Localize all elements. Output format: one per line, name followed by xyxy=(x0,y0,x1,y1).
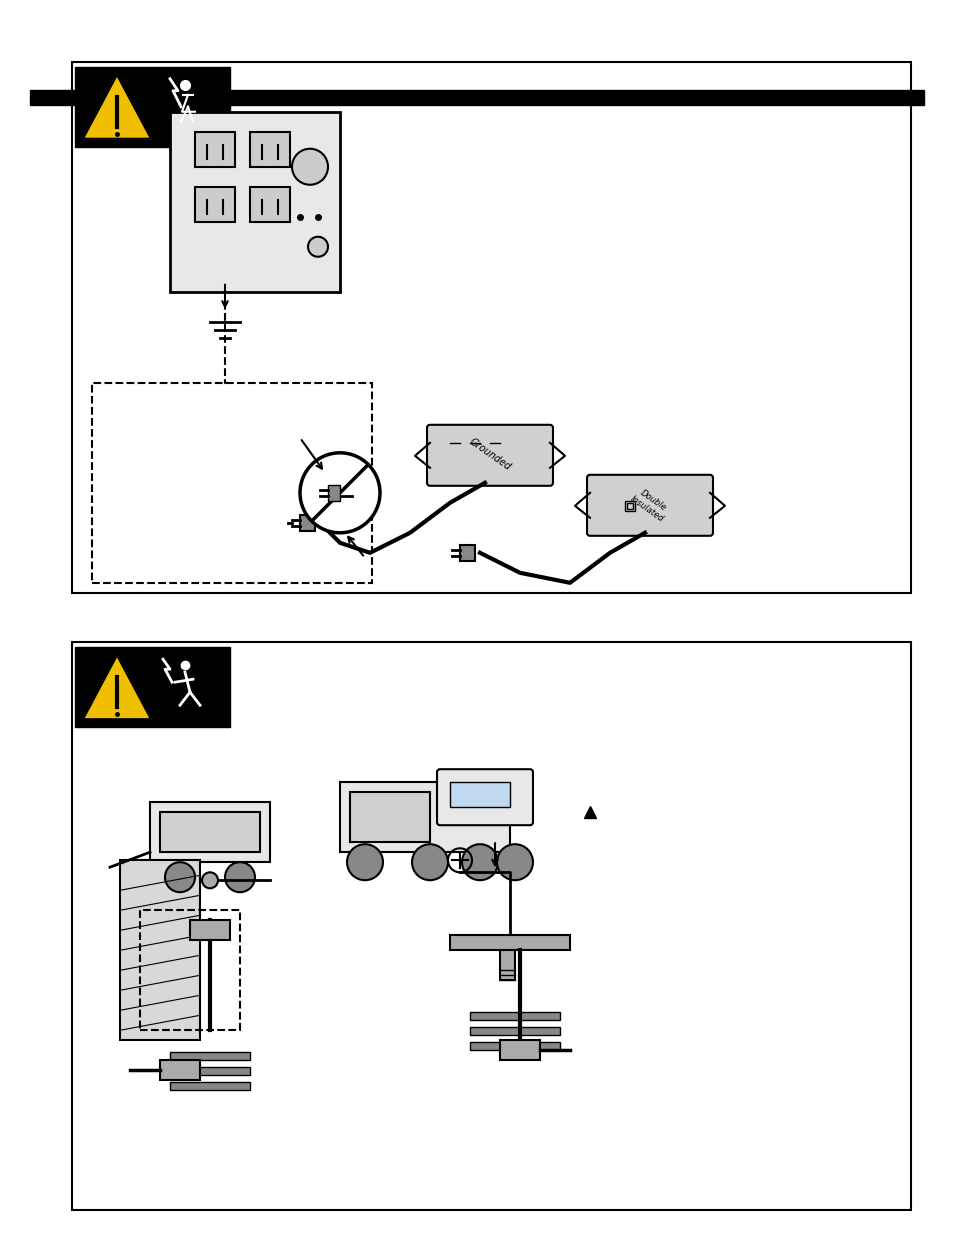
Text: Grounded: Grounded xyxy=(467,437,512,473)
Circle shape xyxy=(308,237,328,257)
Bar xyxy=(194,186,234,222)
Bar xyxy=(459,545,475,561)
Bar xyxy=(350,792,430,842)
Bar xyxy=(170,111,339,291)
Bar xyxy=(339,782,510,852)
Bar xyxy=(624,501,635,511)
Bar xyxy=(450,782,510,808)
Circle shape xyxy=(202,872,218,888)
Bar xyxy=(160,813,260,852)
Polygon shape xyxy=(83,656,151,719)
Bar xyxy=(120,861,200,1040)
Bar xyxy=(328,485,339,501)
Bar xyxy=(450,935,569,950)
Text: Double
Insulated: Double Insulated xyxy=(628,485,671,524)
FancyBboxPatch shape xyxy=(427,425,553,485)
Bar xyxy=(170,1067,250,1076)
Circle shape xyxy=(497,845,533,881)
Circle shape xyxy=(299,453,379,532)
Bar xyxy=(194,132,234,167)
Bar xyxy=(30,90,923,105)
FancyBboxPatch shape xyxy=(436,769,533,825)
Bar xyxy=(250,186,290,222)
Bar xyxy=(71,62,910,593)
Bar xyxy=(626,503,633,509)
Bar xyxy=(160,1061,200,1081)
Bar xyxy=(170,1082,250,1091)
Bar xyxy=(499,950,515,981)
Polygon shape xyxy=(83,75,151,138)
Bar xyxy=(470,1028,559,1035)
Bar xyxy=(150,803,270,862)
Bar xyxy=(470,1013,559,1020)
Circle shape xyxy=(347,845,382,881)
FancyBboxPatch shape xyxy=(586,474,712,536)
Bar xyxy=(75,647,230,727)
Bar xyxy=(299,515,314,531)
Bar xyxy=(75,67,230,147)
Bar xyxy=(140,910,240,1030)
Bar xyxy=(250,132,290,167)
Bar xyxy=(499,1040,539,1061)
Circle shape xyxy=(292,148,328,185)
Bar xyxy=(71,642,910,1210)
Bar xyxy=(470,1042,559,1050)
Circle shape xyxy=(165,862,194,892)
Circle shape xyxy=(461,845,497,881)
Bar xyxy=(170,1052,250,1061)
Circle shape xyxy=(412,845,448,881)
Circle shape xyxy=(225,862,254,892)
Bar xyxy=(91,383,371,583)
Bar xyxy=(190,920,230,940)
